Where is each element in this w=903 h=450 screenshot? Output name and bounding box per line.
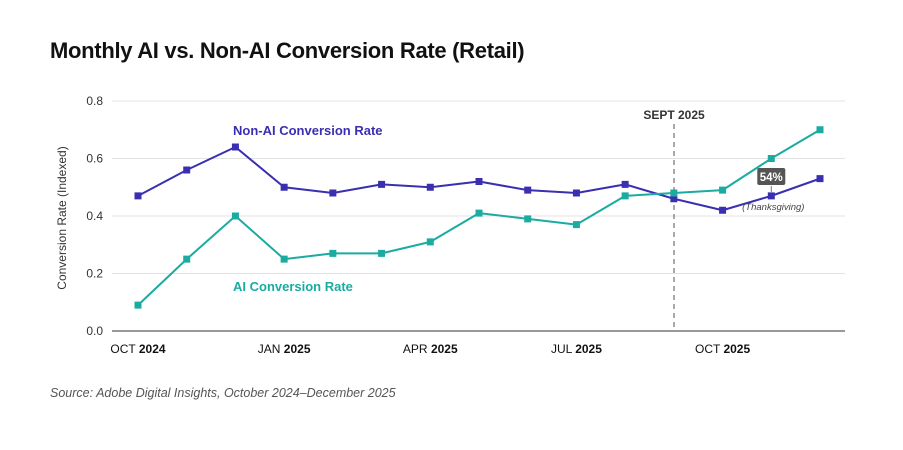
series-labels: Non-AI Conversion Rate AI Conversion Rate xyxy=(233,123,383,294)
data-point xyxy=(572,221,580,229)
series-label-non-ai: Non-AI Conversion Rate xyxy=(233,123,383,138)
data-point xyxy=(426,238,434,246)
data-point xyxy=(329,189,337,197)
data-point xyxy=(767,192,775,200)
data-point xyxy=(231,212,239,220)
data-point xyxy=(816,175,824,183)
data-point xyxy=(719,206,727,214)
data-point xyxy=(231,143,239,151)
series-label-ai: AI Conversion Rate xyxy=(233,279,353,294)
data-point xyxy=(670,189,678,197)
y-tick-label: 0.4 xyxy=(86,209,103,223)
badge-note: (Thanksgiving) xyxy=(742,202,804,213)
badge-text: 54% xyxy=(760,172,783,184)
x-tick-label: OCT 2025 xyxy=(695,342,750,356)
data-point xyxy=(329,249,337,257)
x-tick-label: APR 2025 xyxy=(403,342,458,356)
data-point xyxy=(134,192,142,200)
data-point xyxy=(183,255,191,263)
data-point xyxy=(572,189,580,197)
data-point xyxy=(621,180,629,188)
thanksgiving-annotation: 54% (Thanksgiving) xyxy=(742,168,804,213)
data-point xyxy=(475,209,483,217)
data-point xyxy=(621,192,629,200)
data-point xyxy=(183,166,191,174)
data-point xyxy=(816,126,824,134)
x-tick-label: JAN 2025 xyxy=(258,342,311,356)
chart-title: Monthly AI vs. Non-AI Conversion Rate (R… xyxy=(50,38,525,63)
sept-2025-marker: SEPT 2025 xyxy=(643,108,705,331)
x-tick-label: OCT 2024 xyxy=(110,342,165,356)
data-point xyxy=(524,186,532,194)
y-axis-label: Conversion Rate (Indexed) xyxy=(55,146,69,289)
data-point xyxy=(378,180,386,188)
data-point xyxy=(378,249,386,257)
x-axis-ticks: OCT 2024 JAN 2025 APR 2025 JUL 2025 OCT 2025 xyxy=(110,342,750,356)
grid-lines xyxy=(112,100,845,274)
data-point xyxy=(280,255,288,263)
vline-label: SEPT 2025 xyxy=(643,108,705,122)
y-tick-label: 0.0 xyxy=(86,324,103,338)
badge-box xyxy=(757,168,786,185)
data-point xyxy=(524,215,532,223)
data-point xyxy=(134,301,142,309)
x-tick-label: JUL 2025 xyxy=(551,342,602,356)
source-note: Source: Adobe Digital Insights, October … xyxy=(50,386,396,400)
data-point xyxy=(426,183,434,191)
y-axis-ticks: 0.0 0.2 0.4 0.6 0.8 xyxy=(86,94,103,338)
data-point xyxy=(719,186,727,194)
y-tick-label: 0.6 xyxy=(86,152,103,166)
data-point xyxy=(475,178,483,185)
y-tick-label: 0.8 xyxy=(86,94,103,108)
data-point xyxy=(767,155,775,162)
y-tick-label: 0.2 xyxy=(86,267,103,281)
series-lines xyxy=(134,126,824,309)
data-point xyxy=(670,195,678,203)
data-point xyxy=(280,183,288,191)
